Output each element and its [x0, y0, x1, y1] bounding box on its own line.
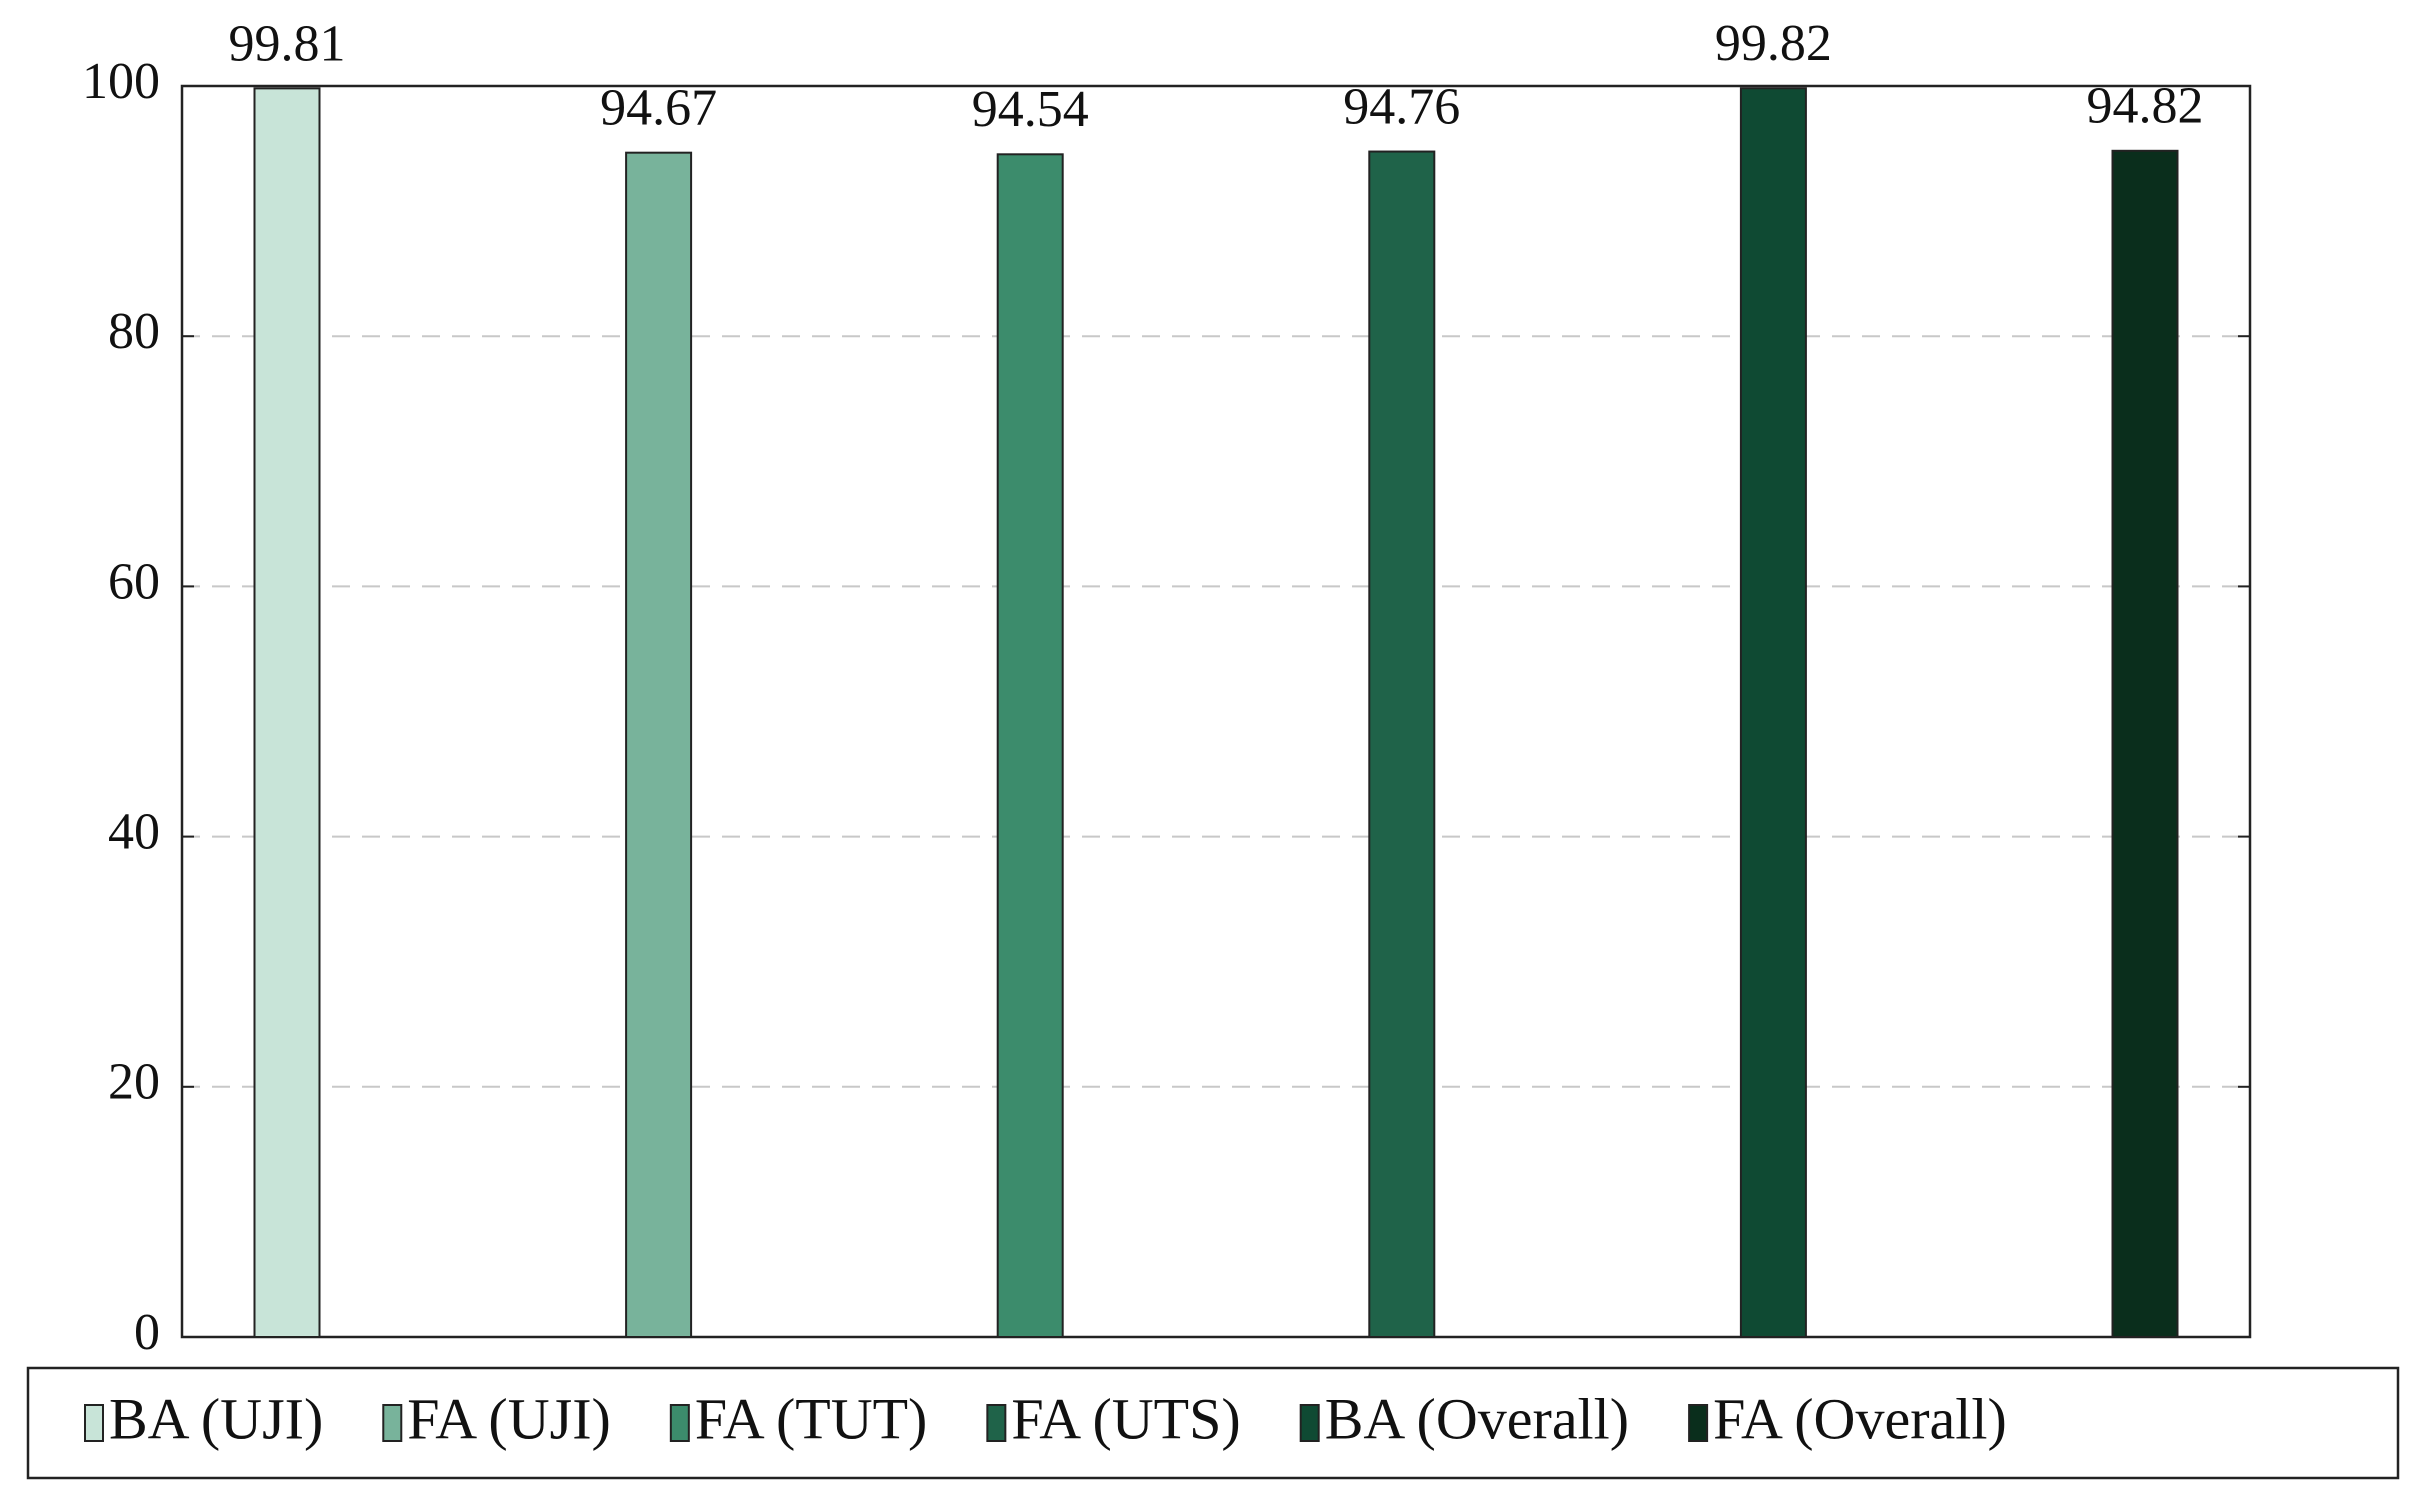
legend-label: BA (Overall) [1325, 1386, 1629, 1451]
y-tick-label: 0 [134, 1304, 160, 1361]
value-label: 94.54 [972, 81, 1089, 138]
bar [1368, 150, 1436, 1339]
value-label: 94.76 [1343, 78, 1460, 135]
legend-label: BA (UJI) [109, 1386, 323, 1451]
bar [996, 153, 1064, 1339]
bar [1739, 87, 1807, 1338]
legend-swatch [1688, 1404, 1709, 1442]
legend-label: FA (Overall) [1713, 1386, 2007, 1451]
y-tick-label: 60 [108, 553, 160, 610]
value-label: 99.81 [229, 15, 346, 72]
legend-swatch [986, 1404, 1007, 1442]
value-label: 99.82 [1715, 15, 1832, 72]
value-label: 94.82 [2087, 78, 2204, 135]
y-tick-label: 100 [82, 53, 160, 110]
y-tick-label: 40 [108, 804, 160, 861]
legend-swatch [1299, 1404, 1320, 1442]
bar [2111, 149, 2179, 1339]
plot-frame [180, 84, 2252, 1339]
legend-box [26, 1366, 2400, 1480]
y-tick-label: 20 [108, 1054, 160, 1111]
legend-swatch [669, 1404, 690, 1442]
y-tick-label: 80 [108, 303, 160, 360]
bar [625, 151, 693, 1338]
legend-label: FA (UJI) [407, 1386, 611, 1451]
legend-label: FA (TUT) [695, 1386, 928, 1451]
legend-label: FA (UTS) [1011, 1386, 1240, 1451]
legend-swatch [84, 1404, 104, 1442]
legend-swatch [382, 1404, 403, 1442]
bar [253, 87, 321, 1338]
value-label: 94.67 [600, 80, 717, 137]
